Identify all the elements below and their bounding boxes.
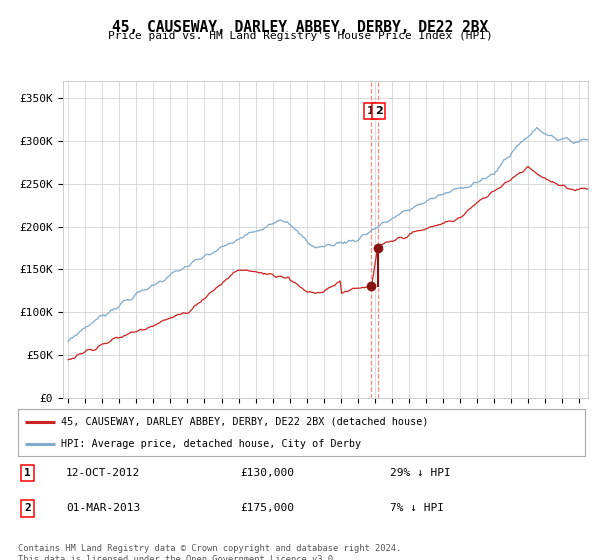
Text: 7% ↓ HPI: 7% ↓ HPI bbox=[390, 503, 444, 514]
Text: 2: 2 bbox=[375, 106, 383, 116]
Text: 45, CAUSEWAY, DARLEY ABBEY, DERBY, DE22 2BX: 45, CAUSEWAY, DARLEY ABBEY, DERBY, DE22 … bbox=[112, 20, 488, 35]
Text: 45, CAUSEWAY, DARLEY ABBEY, DERBY, DE22 2BX (detached house): 45, CAUSEWAY, DARLEY ABBEY, DERBY, DE22 … bbox=[61, 417, 428, 427]
Text: 1: 1 bbox=[24, 468, 31, 478]
Text: HPI: Average price, detached house, City of Derby: HPI: Average price, detached house, City… bbox=[61, 438, 361, 449]
Text: 2: 2 bbox=[24, 503, 31, 514]
Text: 29% ↓ HPI: 29% ↓ HPI bbox=[390, 468, 451, 478]
Text: £175,000: £175,000 bbox=[240, 503, 294, 514]
Text: 1: 1 bbox=[367, 106, 374, 116]
Text: 12-OCT-2012: 12-OCT-2012 bbox=[66, 468, 140, 478]
Text: £130,000: £130,000 bbox=[240, 468, 294, 478]
Text: 01-MAR-2013: 01-MAR-2013 bbox=[66, 503, 140, 514]
Text: Contains HM Land Registry data © Crown copyright and database right 2024.
This d: Contains HM Land Registry data © Crown c… bbox=[18, 544, 401, 560]
Text: Price paid vs. HM Land Registry's House Price Index (HPI): Price paid vs. HM Land Registry's House … bbox=[107, 31, 493, 41]
